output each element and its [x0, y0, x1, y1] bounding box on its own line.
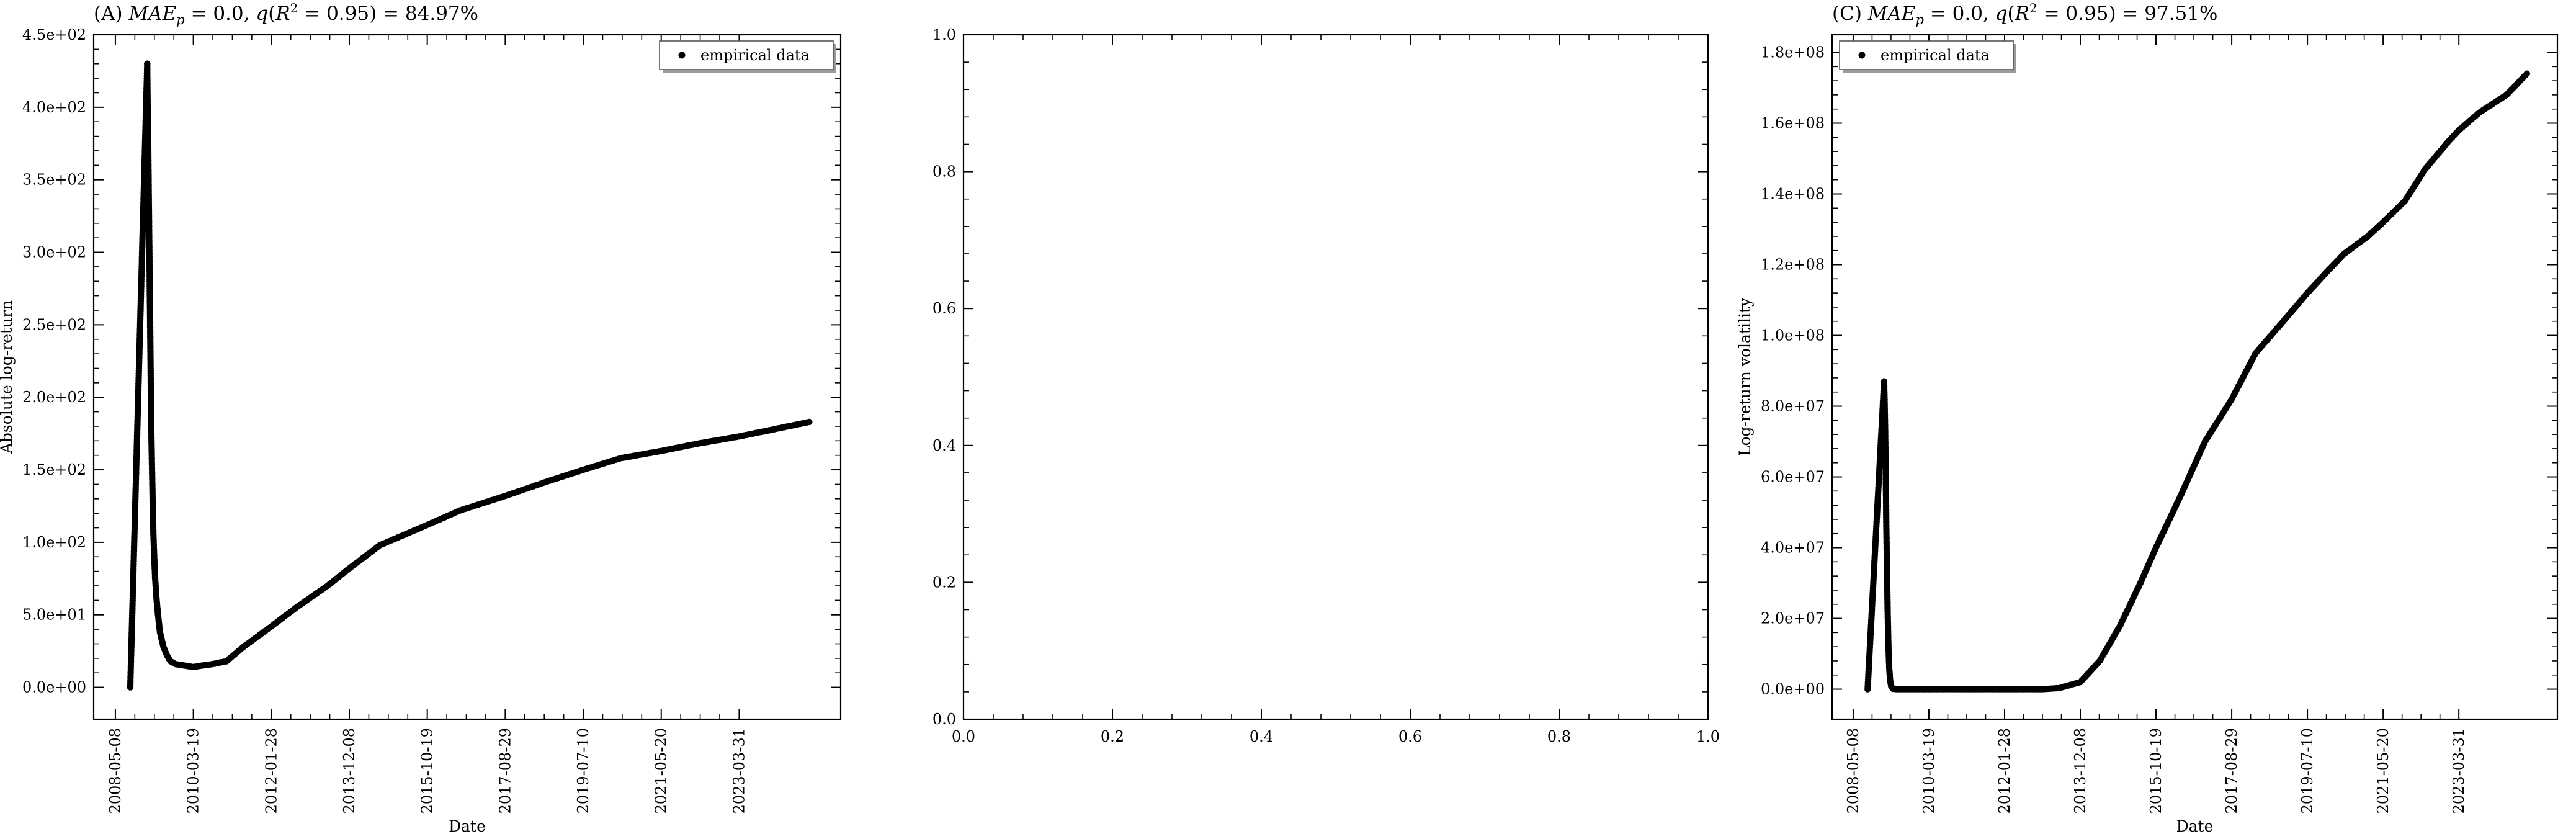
x-tick-label: 2012-01-28 — [1996, 728, 2013, 814]
chart-title: (A) MAEp = 0.0, q(R2 = 0.95) = 84.97% — [94, 1, 478, 27]
panel-b: 0.0 0.2 0.4 0.6 0.8 1.0 0.0 0.2 0.4 0.6 0.8 1.0 — [932, 26, 1720, 745]
y-tick-label: 2.0e+07 — [1761, 610, 1825, 627]
y-tick-label: 5.0e+01 — [22, 606, 86, 624]
y-axis-label: Absolute log-return — [0, 300, 16, 454]
title-part: q — [1995, 2, 2008, 25]
y-tick-label: 1.4e+08 — [1761, 186, 1825, 203]
legend: empirical data — [659, 40, 836, 73]
y-tick-label: 3.0e+02 — [22, 244, 86, 261]
title-part: ( — [2008, 2, 2015, 25]
title-part: R — [275, 2, 290, 25]
legend-marker — [678, 52, 686, 59]
x-tick-label: 2013-12-08 — [2072, 728, 2089, 814]
chart-title: (C) MAEp = 0.0, q(R2 = 0.95) = 97.51% — [1832, 1, 2217, 27]
y-tick-label: 0.0e+00 — [1761, 681, 1825, 698]
y-tick-label: 1.0 — [932, 26, 956, 43]
panel-a: 0.0e+00 5.0e+01 1.0e+02 1.5e+02 2.0e+02 2.5e+… — [0, 1, 842, 835]
x-tick-label: 2021-05-20 — [2374, 728, 2392, 814]
series-0 — [1864, 70, 2531, 693]
title-part: R — [2015, 2, 2029, 25]
title-part: p — [1916, 12, 1924, 27]
y-tick-label: 4.0e+02 — [22, 99, 86, 116]
title-part: p — [176, 12, 184, 27]
x-tick-label: 2023-03-31 — [730, 728, 748, 814]
title-part: (A) — [94, 2, 128, 25]
x-tick-label: 0.4 — [1250, 728, 1273, 745]
title-part: (C) — [1832, 2, 1868, 25]
y-tick-label: 0.0e+00 — [22, 679, 86, 696]
y-tick-label: 1.8e+08 — [1761, 44, 1825, 61]
title-part: 2 — [2029, 1, 2037, 16]
series-0 — [127, 60, 813, 691]
x-axis-label: Date — [2176, 817, 2214, 835]
x-tick-label: 2019-07-10 — [2299, 728, 2316, 814]
x-axis-label: Date — [449, 817, 486, 835]
title-part: q — [256, 2, 268, 25]
y-tick-label: 6.0e+07 — [1761, 469, 1825, 486]
legend-label: empirical data — [1881, 47, 1990, 64]
x-tick-label: 2010-03-19 — [1920, 728, 1938, 814]
y-tick-label: 2.5e+02 — [22, 316, 86, 333]
y-tick-label: 2.0e+02 — [22, 388, 86, 406]
title-part: 2 — [290, 1, 298, 16]
title-part: = 0.0, — [185, 2, 256, 25]
x-tick-label: 0.2 — [1101, 728, 1124, 745]
x-tick-label: 0.8 — [1547, 728, 1571, 745]
y-tick-label: 8.0e+07 — [1761, 398, 1825, 415]
title-part: = 0.0, — [1924, 2, 1995, 25]
y-tick-label: 0.2 — [932, 573, 956, 591]
y-tick-label: 1.6e+08 — [1761, 115, 1825, 132]
y-tick-label: 1.0e+02 — [22, 534, 86, 551]
title-part: = 0.95) = 97.51% — [2037, 2, 2218, 25]
x-tick-label: 2008-05-08 — [1845, 728, 1862, 814]
plot-frame — [1831, 34, 2559, 720]
legend: empirical data — [1839, 40, 2016, 73]
legend-box — [1839, 40, 2014, 70]
y-tick-label: 4.5e+02 — [22, 26, 86, 43]
legend-label: empirical data — [700, 47, 810, 64]
x-tick-label: 2013-12-08 — [341, 728, 358, 814]
legend-box — [659, 40, 834, 70]
x-tick-label: 0.0 — [952, 728, 975, 745]
x-tick-label: 2010-03-19 — [185, 728, 202, 814]
title-part: MAE — [128, 2, 176, 25]
x-tick-label: 2015-10-19 — [2147, 728, 2165, 814]
x-tick-label: 2008-05-08 — [107, 728, 124, 814]
y-tick-label: 1.0e+08 — [1761, 327, 1825, 344]
data-point — [144, 60, 151, 67]
x-tick-label: 2012-01-28 — [262, 728, 280, 814]
y-tick-label: 0.0 — [932, 711, 956, 728]
legend-marker — [1858, 52, 1866, 59]
x-tick-label: 2017-08-29 — [496, 728, 514, 814]
x-tick-label: 0.6 — [1398, 728, 1422, 745]
title-part: ( — [268, 2, 275, 25]
y-axis-label: Log-return volatility — [1736, 297, 1754, 456]
title-part: MAE — [1867, 2, 1916, 25]
x-tick-label: 2021-05-20 — [653, 728, 670, 814]
x-tick-label: 2015-10-19 — [419, 728, 436, 814]
panel-c: 0.0e+00 2.0e+07 4.0e+07 6.0e+07 8.0e+07 1.0e+… — [1736, 1, 2559, 835]
x-tick-label: 2019-07-10 — [575, 728, 592, 814]
y-tick-label: 0.4 — [932, 437, 956, 454]
y-tick-label: 1.5e+02 — [22, 461, 86, 478]
y-tick-label: 1.2e+08 — [1761, 256, 1825, 274]
x-tick-label: 1.0 — [1696, 728, 1720, 745]
x-tick-label: 2017-08-29 — [2223, 728, 2240, 814]
plot-frame — [962, 34, 1709, 720]
x-tick-label: 2023-03-31 — [2450, 728, 2467, 814]
y-tick-label: 4.0e+07 — [1761, 539, 1825, 557]
title-part: = 0.95) = 84.97% — [298, 2, 478, 25]
y-tick-label: 0.8 — [932, 163, 956, 181]
y-tick-label: 3.5e+02 — [22, 171, 86, 189]
data-point — [806, 418, 813, 426]
data-point — [2523, 70, 2531, 77]
plot-frame — [92, 34, 842, 720]
y-tick-label: 0.6 — [932, 300, 956, 317]
